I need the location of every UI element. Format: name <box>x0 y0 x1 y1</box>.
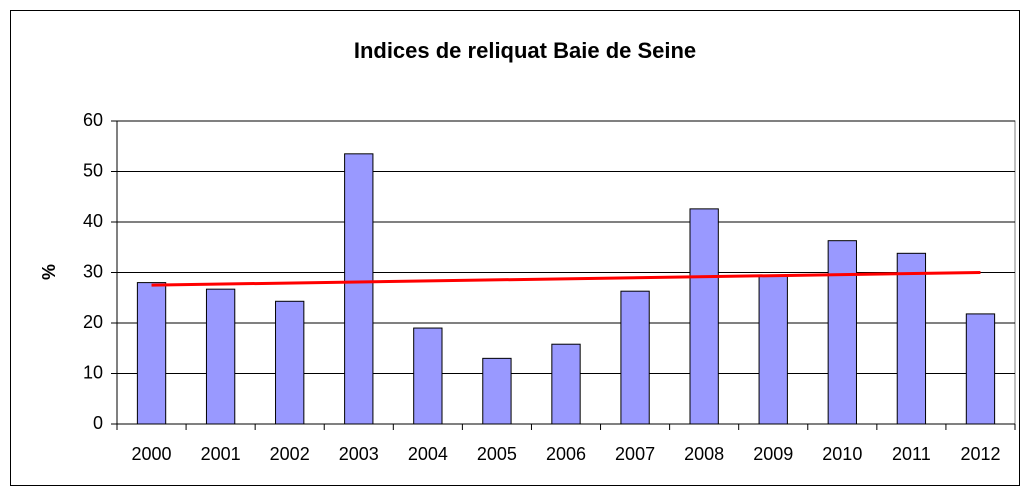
bar <box>827 240 857 425</box>
y-tick-label: 40 <box>83 211 103 231</box>
bar <box>689 208 719 425</box>
x-tick-label: 2009 <box>753 444 793 464</box>
bar <box>136 282 167 425</box>
x-tick-label: 2005 <box>477 444 517 464</box>
bar <box>551 343 581 425</box>
bar <box>965 313 996 425</box>
x-tick-label: 2006 <box>546 444 586 464</box>
x-tick-label: 2007 <box>615 444 655 464</box>
x-tick-label: 2000 <box>132 444 172 464</box>
bar <box>413 327 443 425</box>
y-tick-label: 0 <box>93 413 103 433</box>
chart-title: Indices de reliquat Baie de Seine <box>354 38 696 63</box>
x-tick-label: 2010 <box>822 444 862 464</box>
y-tick-label: 30 <box>83 261 103 281</box>
y-tick-label: 20 <box>83 312 103 332</box>
y-tick-label: 60 <box>83 110 103 130</box>
y-tick-label: 50 <box>83 160 103 180</box>
x-tick-label: 2002 <box>270 444 310 464</box>
x-tick-label: 2003 <box>339 444 379 464</box>
trend-line <box>151 271 981 287</box>
bar <box>344 153 374 425</box>
x-tick-label: 2011 <box>892 444 931 464</box>
x-tick-label: 2012 <box>960 444 1000 464</box>
y-axis-label: % <box>39 264 59 280</box>
bar <box>896 252 927 425</box>
x-tick-label: 2001 <box>201 444 241 464</box>
bar <box>482 357 512 425</box>
x-tick-label: 2004 <box>408 444 448 464</box>
bar <box>758 274 788 425</box>
bar <box>275 300 305 425</box>
bar <box>205 288 236 425</box>
bar <box>620 290 650 425</box>
y-tick-label: 10 <box>83 362 103 382</box>
x-tick-label: 2008 <box>684 444 724 464</box>
